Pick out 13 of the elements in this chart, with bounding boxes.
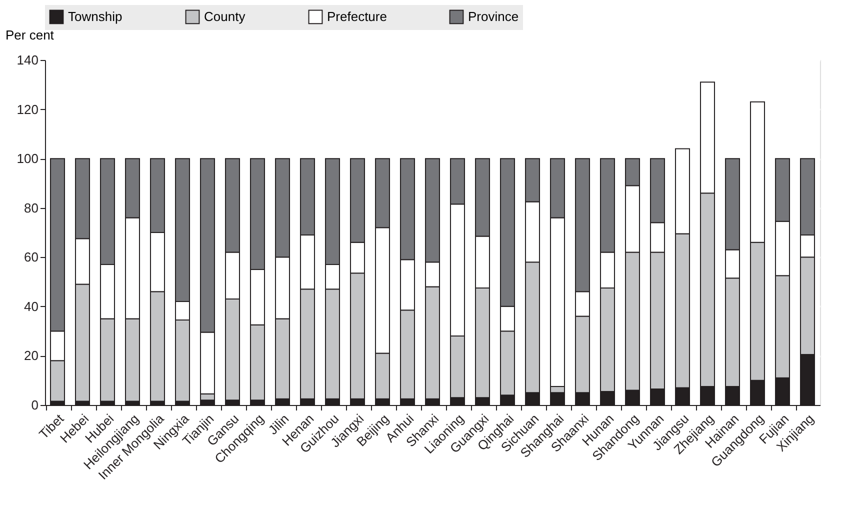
y-tick-label: 120: [16, 102, 38, 117]
legend-label: Prefecture: [327, 8, 387, 24]
y-tick-label: 0: [31, 398, 38, 412]
y-tick-label: 60: [24, 250, 38, 265]
y-axis-title: Per cent: [6, 28, 54, 42]
legend-label: County: [204, 8, 246, 24]
y-tick-label: 40: [24, 298, 38, 314]
y-tick-label: 20: [24, 348, 38, 364]
y-tick-label: 100: [16, 151, 38, 166]
legend-label: Province: [468, 8, 519, 24]
y-tick-label: 80: [24, 200, 38, 216]
legend-label: Township: [68, 8, 122, 24]
y-tick-label: 140: [16, 52, 38, 68]
